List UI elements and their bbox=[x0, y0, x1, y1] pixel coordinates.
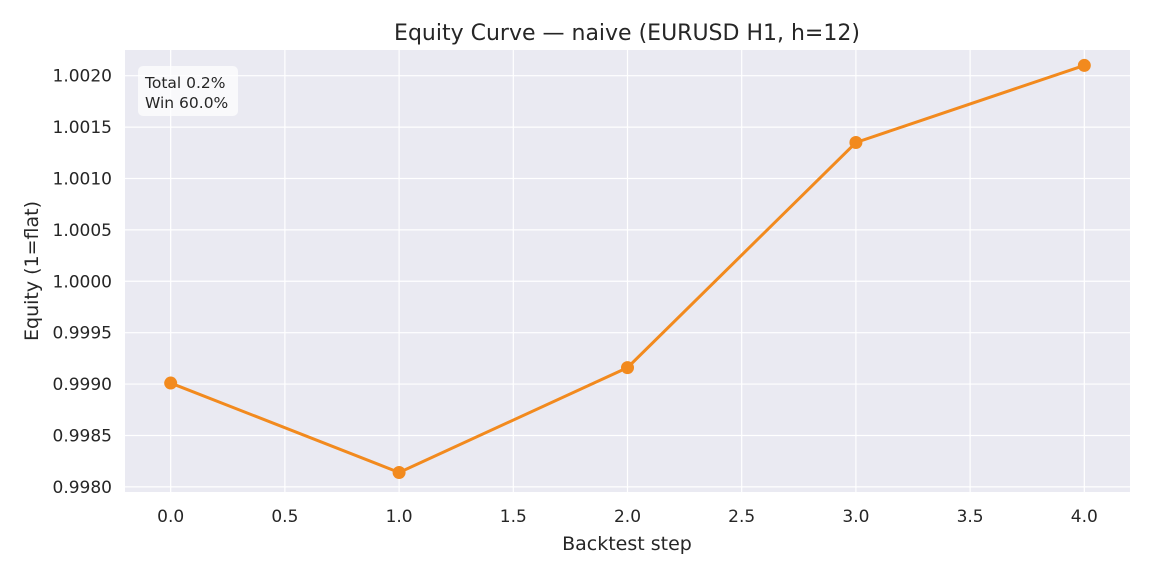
y-tick-label: 1.0000 bbox=[53, 272, 112, 292]
y-tick-label: 1.0005 bbox=[53, 221, 112, 241]
stats-annotation: Total 0.2% Win 60.0% bbox=[138, 66, 238, 116]
x-tick-label: 1.5 bbox=[500, 507, 527, 527]
y-gridlines bbox=[125, 75, 1130, 488]
x-tick-label: 0.0 bbox=[157, 507, 184, 527]
equity-point bbox=[164, 376, 178, 390]
equity-point bbox=[621, 361, 634, 375]
x-tick-label: 2.5 bbox=[728, 507, 755, 527]
stats-annotation-box bbox=[138, 66, 238, 116]
chart-title: Equity Curve — naive (EURUSD H1, h=12) bbox=[394, 21, 860, 46]
y-tick-label: 1.0010 bbox=[53, 169, 112, 189]
x-tick-label: 0.5 bbox=[271, 507, 298, 527]
y-axis-label: Equity (1=flat) bbox=[21, 201, 43, 341]
y-tick-label: 0.9995 bbox=[53, 324, 112, 344]
x-tick-label: 3.5 bbox=[957, 507, 984, 527]
stats-total: Total 0.2% bbox=[144, 74, 226, 92]
series-group bbox=[164, 58, 1091, 479]
stats-win: Win 60.0% bbox=[145, 94, 228, 112]
x-axis-label: Backtest step bbox=[562, 533, 692, 555]
equity-point bbox=[392, 465, 406, 479]
y-tick-labels: 0.9980 0.9985 0.9990 0.9995 1.0000 1.0005 1.00… bbox=[53, 67, 112, 498]
y-tick-label: 0.9985 bbox=[53, 426, 112, 446]
x-tick-label: 4.0 bbox=[1071, 507, 1098, 527]
x-tick-labels: 0.0 0.5 1.0 1.5 2.0 2.5 3.0 3.5 4.0 bbox=[157, 507, 1098, 527]
y-tick-label: 0.9980 bbox=[53, 478, 112, 498]
equity-point bbox=[849, 136, 863, 150]
y-tick-label: 1.0020 bbox=[53, 67, 112, 87]
x-tick-label: 1.0 bbox=[386, 507, 413, 527]
equity-point bbox=[1077, 58, 1091, 72]
x-gridlines bbox=[170, 50, 1085, 492]
x-tick-label: 3.0 bbox=[842, 507, 869, 527]
y-tick-label: 0.9990 bbox=[53, 375, 112, 395]
y-tick-label: 1.0015 bbox=[53, 118, 112, 138]
x-tick-label: 2.0 bbox=[614, 507, 641, 527]
